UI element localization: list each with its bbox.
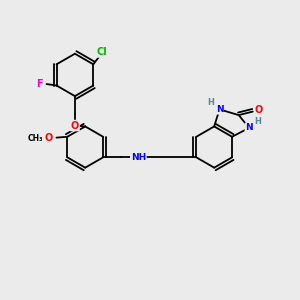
Text: O: O	[44, 133, 53, 143]
Text: O: O	[255, 105, 263, 116]
Text: N: N	[216, 105, 223, 114]
Text: NH: NH	[131, 153, 146, 162]
Text: H: H	[254, 117, 261, 126]
Text: F: F	[37, 79, 43, 89]
Text: O: O	[71, 121, 79, 130]
Text: CH₃: CH₃	[27, 134, 43, 143]
Text: Cl: Cl	[96, 47, 107, 57]
Text: H: H	[207, 98, 214, 107]
Text: N: N	[245, 123, 253, 132]
